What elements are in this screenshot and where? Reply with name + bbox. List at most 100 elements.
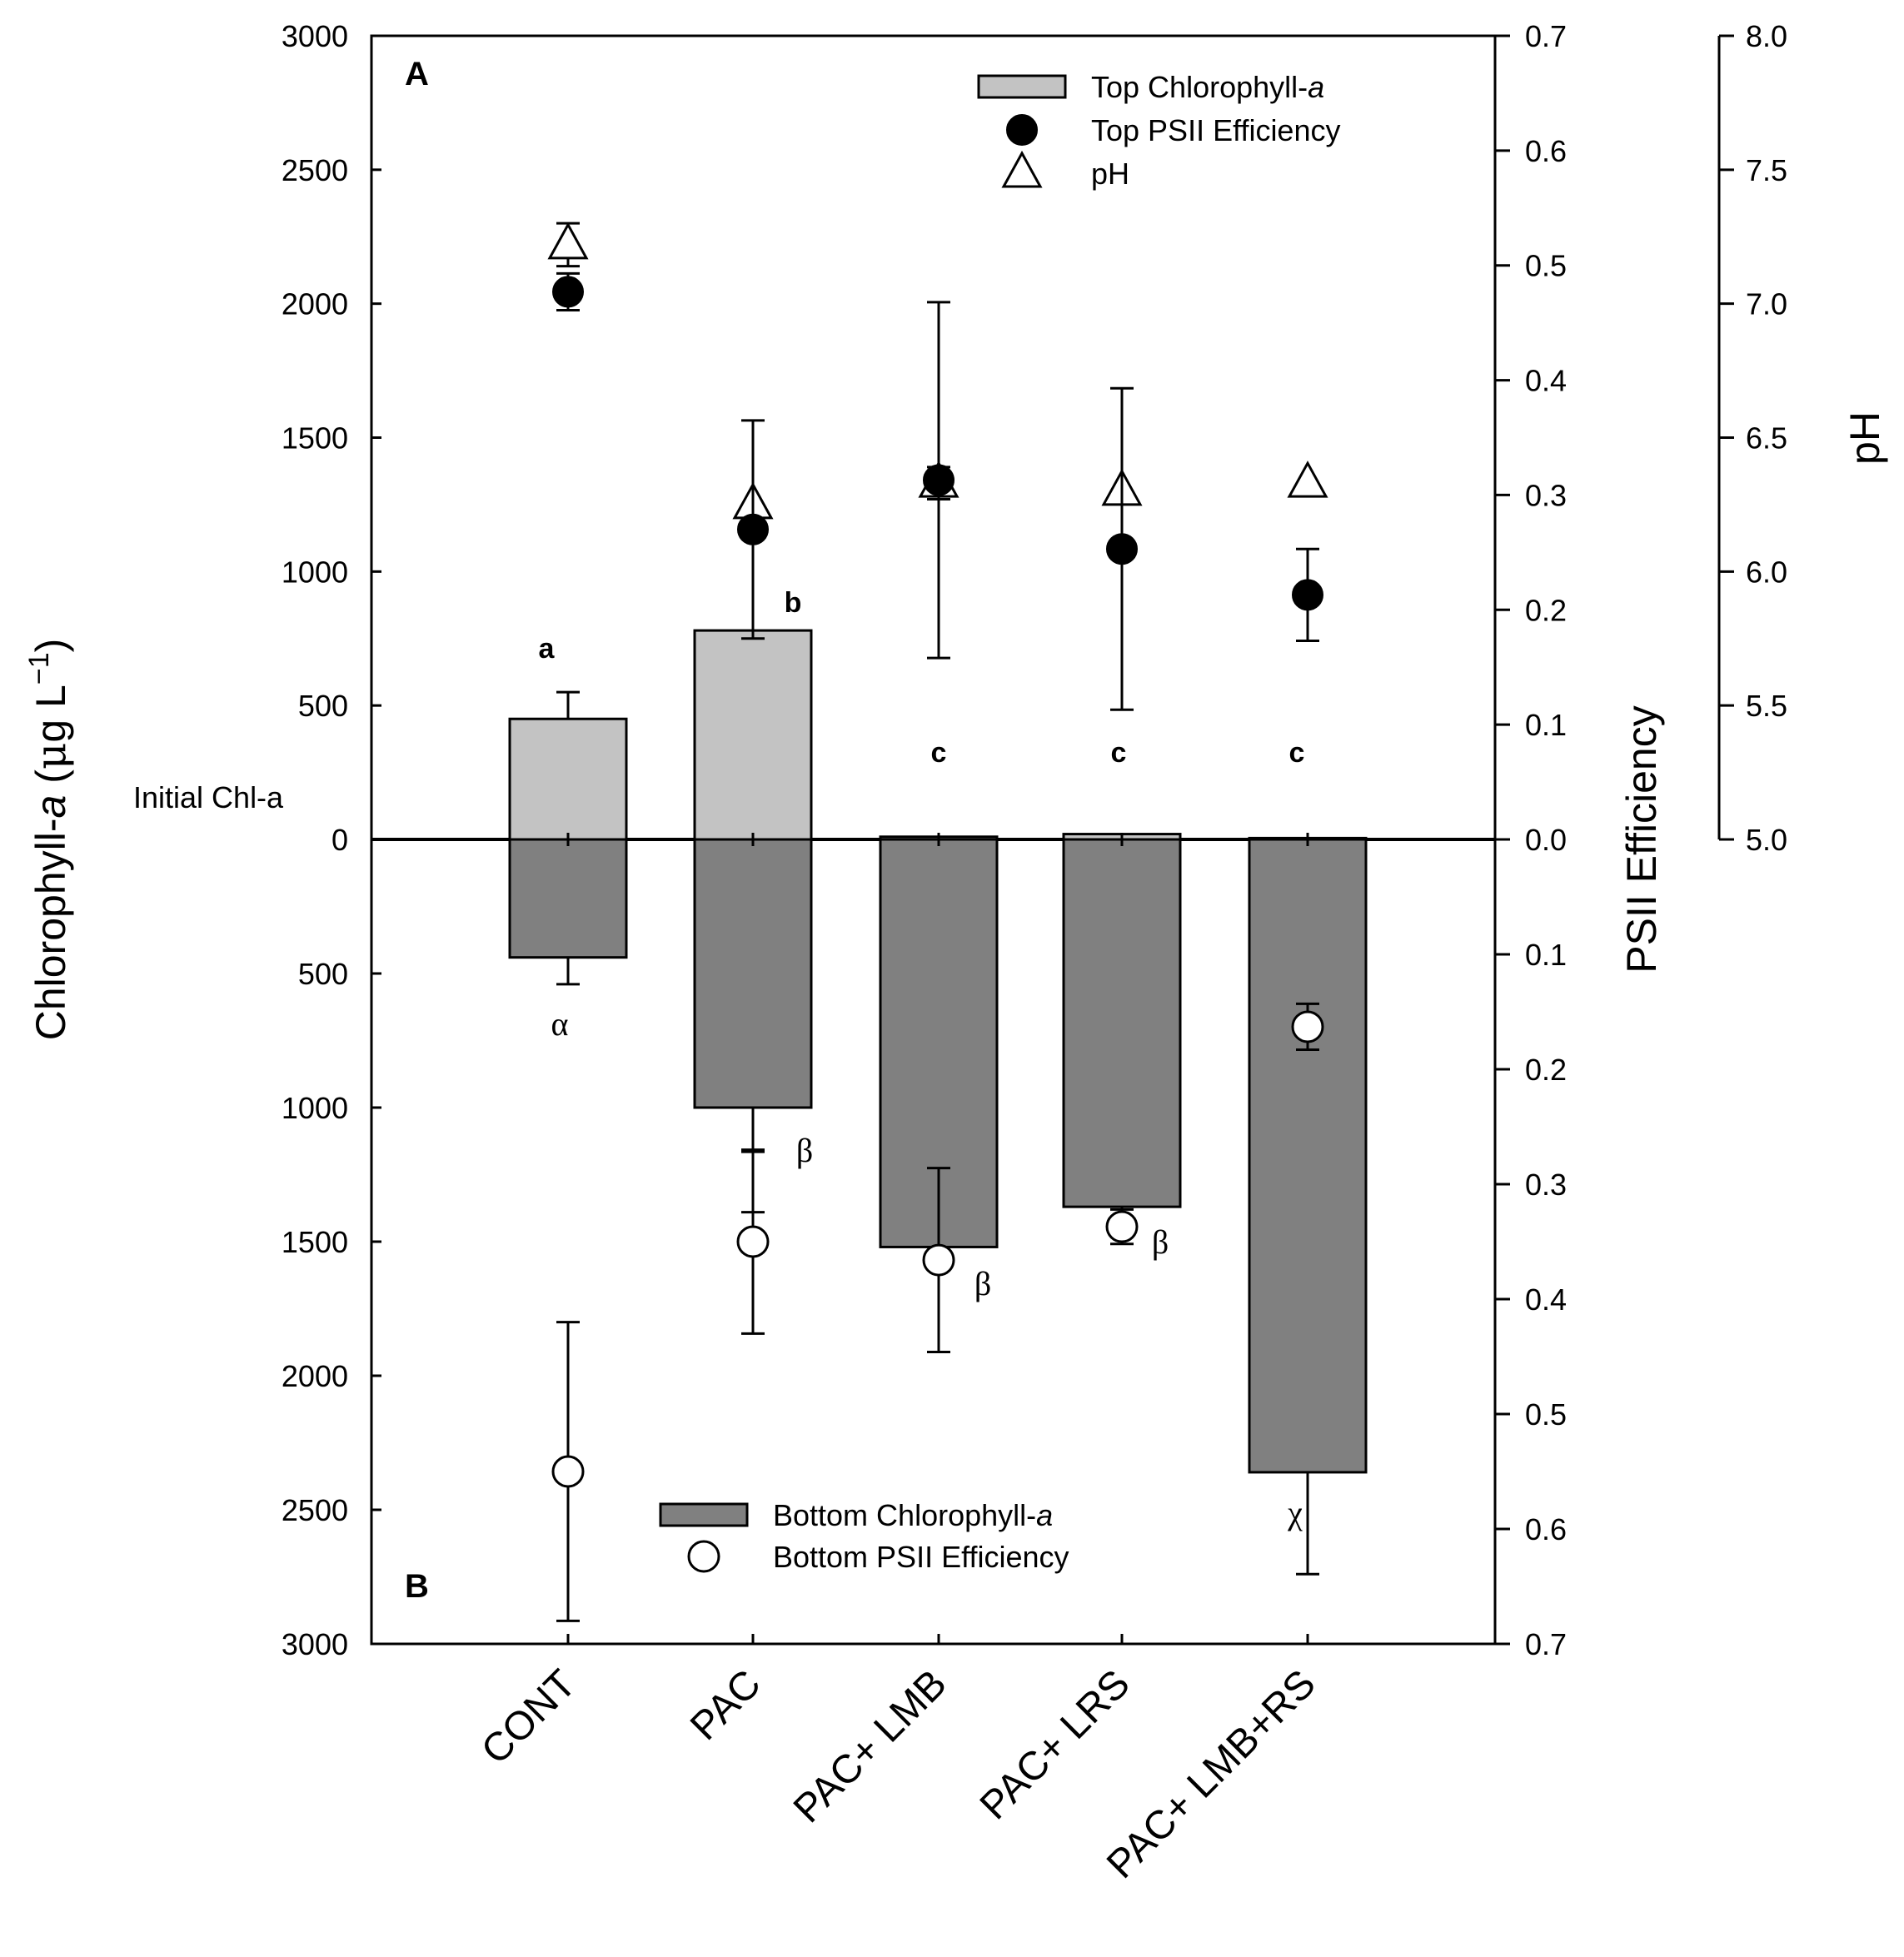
- top-significance-letter: a: [539, 633, 556, 665]
- legend-label-plain: Top Chlorophyll-: [1091, 70, 1308, 104]
- left-axis-title-close: ): [27, 639, 74, 653]
- top-significance-letter: b: [785, 587, 802, 619]
- left-axis-title-part-1: Chlorophyll-: [27, 819, 74, 1041]
- left-tick-label-top: 500: [298, 689, 348, 723]
- left-tick-label-top: 1000: [282, 555, 348, 589]
- bottom-psii-point: [736, 1225, 770, 1258]
- bars-layer: [508, 629, 1368, 1576]
- ph-tick-label: 5.0: [1746, 823, 1787, 857]
- bottom-psii-point: [1291, 1010, 1324, 1043]
- psii-tick-label-bottom: 0.1: [1525, 938, 1567, 972]
- psii-tick-label-top: 0.2: [1525, 593, 1567, 627]
- legend-swatch: [977, 74, 1067, 99]
- left-tick-label-bottom: 2500: [282, 1493, 348, 1527]
- legend-label-plain: Bottom PSII Efficiency: [773, 1540, 1069, 1574]
- left-axis-title-sup: −1: [23, 652, 55, 685]
- left-tick-label-bottom: 1000: [282, 1091, 348, 1125]
- psii-tick-label-top: 0.1: [1525, 708, 1567, 742]
- bottom-psii-point: [551, 1455, 585, 1488]
- category-label: CONT: [473, 1661, 585, 1773]
- ph-tick-label: 6.5: [1746, 421, 1787, 456]
- left-tick-label-bottom: 2000: [282, 1359, 348, 1393]
- legend-label: Top PSII Efficiency: [1091, 113, 1340, 147]
- left-tick-label-top: 2500: [282, 153, 348, 187]
- top-significance-letter: c: [1111, 737, 1127, 769]
- initial-chl-note: Initial Chl-a: [133, 780, 284, 814]
- left-tick-label-top: 1500: [282, 421, 348, 456]
- legend-label: Bottom PSII Efficiency: [773, 1540, 1069, 1574]
- top-chl-bar: [508, 717, 628, 841]
- ph-tick-label: 8.0: [1746, 19, 1787, 53]
- bottom-significance-letter: β: [796, 1132, 813, 1169]
- bottom-psii-point: [922, 1243, 955, 1277]
- legend-layer: Top Chlorophyll-a Top PSII Efficiency pH Bo…: [659, 70, 1340, 1574]
- top-significance-letter: c: [1289, 737, 1305, 769]
- top-psii-point: [1106, 533, 1138, 565]
- psii-tick-label-top: 0.0: [1525, 823, 1567, 857]
- psii-tick-label-bottom: 0.3: [1525, 1168, 1567, 1202]
- top-psii-point: [737, 513, 769, 545]
- bottom-chl-bar: [1062, 838, 1182, 1208]
- bottom-significance-letter: β: [974, 1265, 991, 1302]
- legend-swatch: [659, 1502, 749, 1527]
- top-psii-point: [552, 276, 584, 308]
- legend-marker: [687, 1540, 720, 1573]
- legend-label-plain: Top PSII Efficiency: [1091, 113, 1340, 147]
- category-label: PAC+ LRS: [972, 1661, 1139, 1828]
- category-label: PAC+ LMB: [785, 1661, 955, 1831]
- psii-tick-label-top: 0.7: [1525, 19, 1567, 53]
- psii-axis-title: PSII Efficiency: [1618, 705, 1665, 973]
- bottom-psii-point: [1105, 1210, 1139, 1243]
- ph-tick-label: 5.5: [1746, 689, 1787, 723]
- left-tick-label-top: 2000: [282, 287, 348, 321]
- top-significance-letter: c: [931, 737, 947, 769]
- legend-label: Top Chlorophyll-a: [1091, 70, 1324, 104]
- psii-tick-label-top: 0.4: [1525, 364, 1567, 398]
- legend-label-plain: pH: [1091, 157, 1129, 191]
- ph-axis-title: pH: [1842, 411, 1888, 465]
- category-label: PAC: [682, 1661, 770, 1749]
- legend-label-plain: Bottom Chlorophyll-: [773, 1498, 1036, 1532]
- axes-layer: 3000 2500 2000 1500 1000 500 0 500 1000 1500 2000 2…: [282, 19, 1787, 1661]
- left-axis-title-part-3: g L: [27, 685, 74, 743]
- psii-tick-label-bottom: 0.6: [1525, 1512, 1567, 1546]
- bottom-significance-letter: χ: [1287, 1494, 1303, 1531]
- ph-tick-label: 6.0: [1746, 555, 1787, 589]
- legend-label-italic: a: [1308, 70, 1324, 104]
- left-axis-title-mu: μ: [27, 743, 75, 770]
- legend-label: pH: [1091, 157, 1129, 191]
- psii-tick-label-bottom: 0.4: [1525, 1282, 1567, 1317]
- left-axis-title-italic-a: a: [27, 795, 74, 819]
- left-tick-label-bottom: 1500: [282, 1225, 348, 1259]
- psii-tick-label-top: 0.5: [1525, 249, 1567, 283]
- bottom-chl-bar: [1248, 838, 1368, 1474]
- legend-marker: [1001, 150, 1043, 188]
- bottom-significance-letter: α: [551, 1005, 569, 1043]
- panel-label-a: A: [405, 56, 429, 92]
- ph-tick-label: 7.5: [1746, 153, 1787, 187]
- psii-tick-label-bottom: 0.7: [1525, 1627, 1567, 1661]
- left-tick-label-bottom: 3000: [282, 1627, 348, 1661]
- psii-tick-label-bottom: 0.5: [1525, 1397, 1567, 1432]
- letters-layer: a b c c c α β β β χ: [539, 587, 1305, 1531]
- top-psii-point: [1292, 579, 1323, 611]
- psii-tick-label-top: 0.6: [1525, 134, 1567, 168]
- bottom-chl-bar: [693, 838, 813, 1109]
- ph-point: [1287, 461, 1328, 498]
- top-chl-bar: [693, 629, 813, 841]
- left-axis-title: Chlorophyll-a (μg L−1): [23, 639, 75, 1041]
- psii-tick-label-top: 0.3: [1525, 478, 1567, 512]
- points-layer: [547, 222, 1328, 1622]
- bottom-chl-bar: [508, 838, 628, 959]
- left-axis-title-part-2: (: [27, 769, 74, 795]
- panel-label-b: B: [405, 1568, 429, 1605]
- legend-label-italic: a: [1036, 1498, 1053, 1532]
- psii-tick-label-bottom: 0.2: [1525, 1053, 1567, 1087]
- legend-marker: [1006, 114, 1038, 146]
- bottom-significance-letter: β: [1152, 1223, 1169, 1261]
- ph-point: [547, 222, 589, 260]
- ph-tick-label: 7.0: [1746, 287, 1787, 321]
- left-tick-label-bottom: 500: [298, 957, 348, 991]
